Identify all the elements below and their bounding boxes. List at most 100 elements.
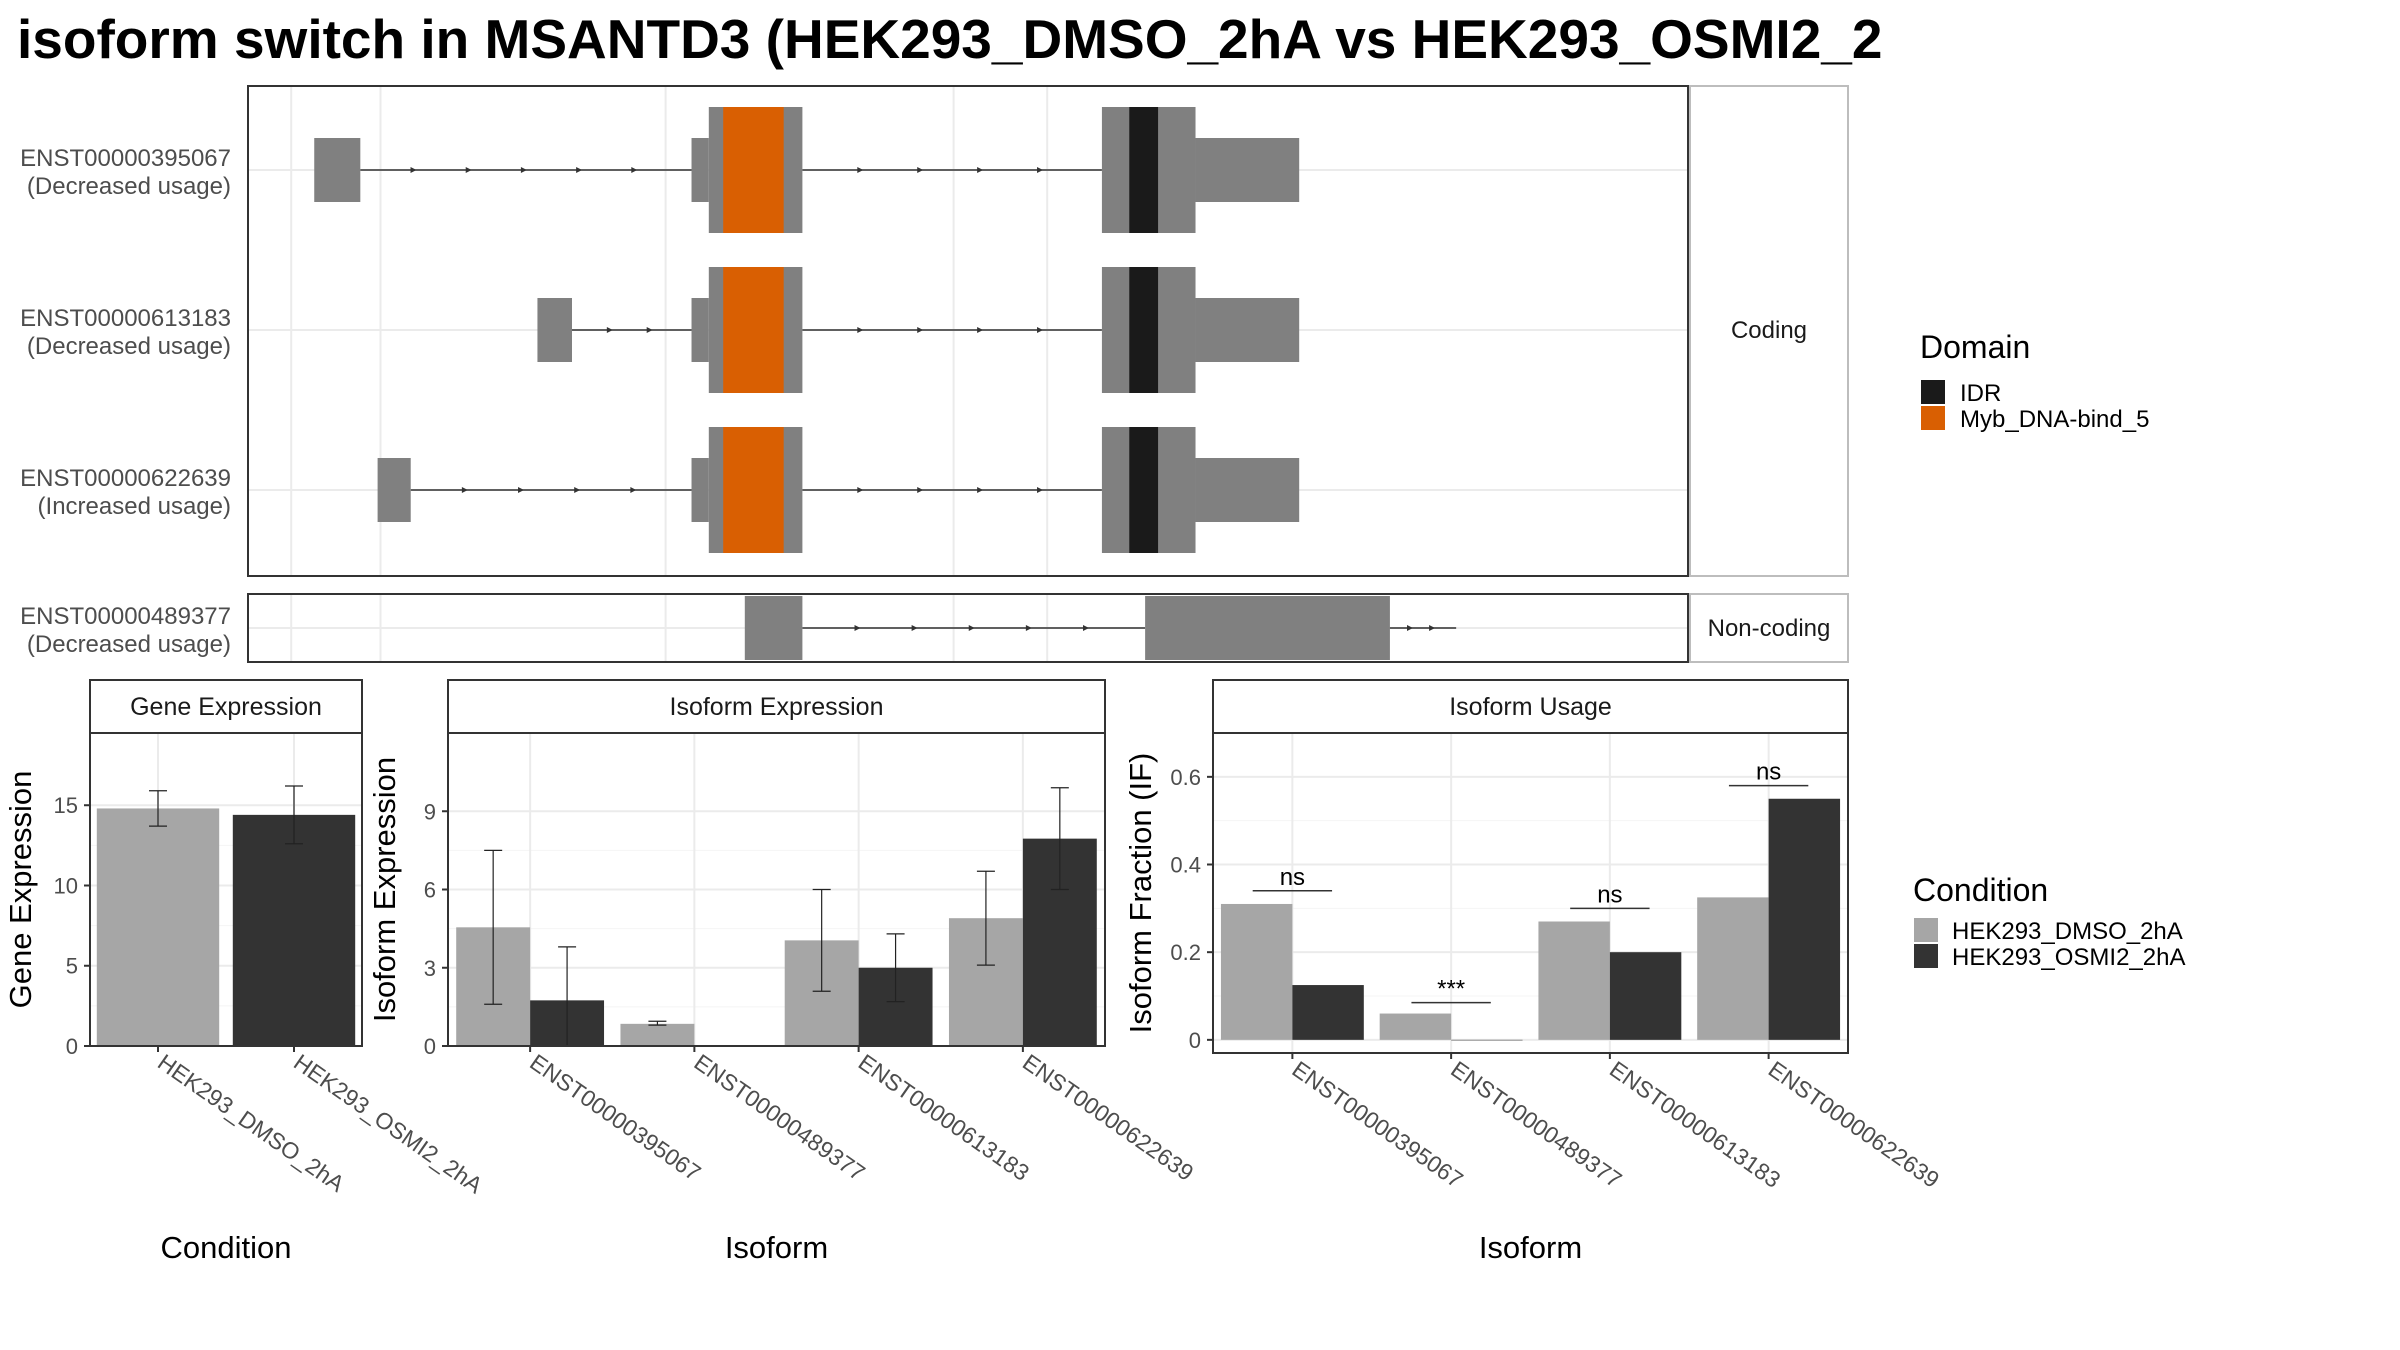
- intron-arrow: [1037, 327, 1044, 333]
- y-tick-label: 0: [424, 1034, 436, 1059]
- domain-legend-label: Myb_DNA-bind_5: [1960, 406, 2149, 433]
- significance-label: ns: [1597, 881, 1622, 908]
- intron-arrow: [576, 167, 583, 173]
- intron-arrow: [606, 327, 613, 333]
- intron-arrow: [977, 167, 984, 173]
- x-tick-label: ENST00000395067: [1288, 1056, 1468, 1193]
- intron-arrow: [857, 327, 864, 333]
- intron-arrow: [911, 625, 918, 631]
- intron-arrow: [1429, 625, 1436, 631]
- x-tick-label: ENST00000613183: [854, 1049, 1034, 1186]
- domain-legend-title: Domain: [1920, 329, 2030, 365]
- intron-arrow: [520, 167, 527, 173]
- bar: [1538, 921, 1610, 1040]
- significance-label: ***: [1437, 976, 1465, 1003]
- condition-legend-label: HEK293_DMSO_2hA: [1952, 918, 2183, 945]
- isoform-usage-label: (Decreased usage): [27, 333, 231, 360]
- bar: [1292, 985, 1364, 1040]
- y-tick-label: 3: [424, 956, 436, 981]
- isoform-usage-label: (Decreased usage): [27, 173, 231, 200]
- condition-legend-title: Condition: [1913, 872, 2048, 908]
- intron-arrow: [968, 625, 975, 631]
- y-tick-label: 6: [424, 878, 436, 903]
- y-tick-label: 0.2: [1170, 940, 1201, 965]
- isoform-structure-panel: CodingNon-codingENST00000395067(Decrease…: [20, 85, 1849, 663]
- intron-arrow: [917, 327, 924, 333]
- isoform-usage-label: (Increased usage): [38, 493, 231, 520]
- y-tick-label: 15: [54, 793, 78, 818]
- x-tick-label: ENST00000622639: [1764, 1056, 1944, 1193]
- utr-exon: [691, 458, 709, 522]
- condition-legend-label: HEK293_OSMI2_2hA: [1952, 944, 2185, 971]
- intron-arrow: [461, 487, 468, 493]
- noncoding-exon: [744, 596, 803, 660]
- y-tick-label: 9: [424, 799, 436, 824]
- panel-strip-title: Isoform Usage: [1449, 693, 1612, 721]
- bar: [232, 814, 356, 1046]
- figure-title: isoform switch in MSANTD3 (HEK293_DMSO_2…: [17, 8, 1882, 70]
- x-tick-label: ENST00000489377: [690, 1049, 870, 1186]
- bar: [1768, 798, 1841, 1040]
- domain-legend-key: [1921, 406, 1945, 430]
- isoform-id-label: ENST00000622639: [20, 465, 231, 492]
- myb-domain: [723, 427, 784, 553]
- intron-arrow: [1083, 625, 1089, 631]
- x-axis-title: Isoform: [1479, 1230, 1582, 1265]
- utr-exon: [537, 298, 572, 362]
- facet-label-noncoding: Non-coding: [1708, 615, 1831, 642]
- panel-border: [1212, 732, 1849, 1054]
- utr-exon: [691, 298, 709, 362]
- idr-domain: [1129, 427, 1159, 553]
- isoform-usage-label: (Decreased usage): [27, 631, 231, 658]
- panel-strip: [89, 679, 363, 734]
- bar: [96, 808, 220, 1046]
- intron-arrow: [631, 167, 638, 173]
- bar: [1379, 1013, 1452, 1040]
- isoform-id-label: ENST00000489377: [20, 603, 231, 630]
- panel-border: [89, 732, 363, 1047]
- utr-exon: [691, 138, 709, 202]
- intron-arrow: [1025, 625, 1032, 631]
- intron-arrow: [630, 487, 637, 493]
- y-tick-label: 0: [66, 1034, 78, 1059]
- intron-arrow: [410, 167, 417, 173]
- x-axis-title: Isoform: [725, 1230, 828, 1265]
- y-tick-label: 10: [54, 873, 78, 898]
- noncoding-exon: [1145, 596, 1241, 660]
- intron-arrow: [977, 327, 984, 333]
- bar-chart-panels: Gene Expression051015HEK293_DMSO_2hAHEK2…: [3, 679, 1944, 1265]
- condition-legend-key: [1914, 944, 1938, 968]
- significance-label: ns: [1280, 864, 1305, 891]
- x-tick-label: ENST00000489377: [1446, 1056, 1626, 1193]
- x-tick-label: ENST00000395067: [525, 1049, 705, 1186]
- isoform-id-label: ENST00000613183: [20, 305, 231, 332]
- utr-exon: [1195, 138, 1300, 202]
- intron-arrow: [977, 487, 984, 493]
- y-axis-title: Isoform Fraction (IF): [1123, 753, 1158, 1034]
- x-axis-title: Condition: [161, 1230, 292, 1265]
- myb-domain: [723, 267, 784, 393]
- y-tick-label: 5: [66, 954, 78, 979]
- bar: [1451, 1039, 1523, 1041]
- intron-arrow: [917, 167, 924, 173]
- intron-arrow: [1037, 167, 1044, 173]
- intron-arrow: [465, 167, 472, 173]
- intron-arrow: [857, 167, 864, 173]
- y-axis-title: Isoform Expression: [367, 757, 402, 1022]
- intron-arrow: [1407, 625, 1413, 631]
- facet-strip: [1689, 85, 1849, 577]
- y-tick-label: 0: [1189, 1028, 1201, 1053]
- intron-arrow: [574, 487, 581, 493]
- intron-arrow: [854, 625, 861, 631]
- idr-domain: [1129, 107, 1159, 233]
- intron-arrow: [646, 327, 653, 333]
- bar: [1220, 903, 1293, 1040]
- noncoding-exon: [1238, 596, 1390, 660]
- intron-arrow: [917, 487, 924, 493]
- y-tick-label: 0.6: [1170, 765, 1201, 790]
- utr-exon: [1195, 298, 1300, 362]
- isoform-id-label: ENST00000395067: [20, 145, 231, 172]
- intron-arrow: [1037, 487, 1044, 493]
- y-tick-label: 0.4: [1170, 853, 1201, 878]
